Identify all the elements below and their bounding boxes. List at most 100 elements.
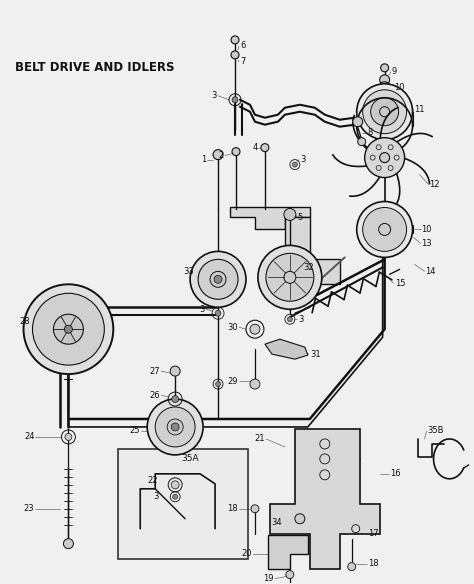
Circle shape <box>287 317 292 322</box>
Text: 34: 34 <box>271 518 282 527</box>
Circle shape <box>371 98 399 126</box>
Circle shape <box>210 272 226 287</box>
Circle shape <box>380 152 390 162</box>
Text: 33: 33 <box>183 267 194 276</box>
Circle shape <box>357 201 412 258</box>
Circle shape <box>261 144 269 152</box>
Circle shape <box>147 399 203 455</box>
Text: 28: 28 <box>20 317 30 326</box>
Text: BELT DRIVE AND IDLERS: BELT DRIVE AND IDLERS <box>15 61 174 74</box>
Text: 1: 1 <box>201 155 206 164</box>
Circle shape <box>251 505 259 513</box>
Polygon shape <box>270 429 380 569</box>
Text: 3: 3 <box>212 91 217 100</box>
Text: 24: 24 <box>24 432 35 442</box>
Text: 10: 10 <box>393 84 404 92</box>
Circle shape <box>380 107 390 117</box>
Circle shape <box>232 148 240 155</box>
Text: 3: 3 <box>298 315 303 324</box>
Circle shape <box>216 381 220 387</box>
Circle shape <box>173 494 178 499</box>
Circle shape <box>231 51 239 59</box>
Circle shape <box>172 395 179 402</box>
Circle shape <box>250 379 260 389</box>
Circle shape <box>250 324 260 334</box>
Text: 11: 11 <box>415 105 425 114</box>
Text: 21: 21 <box>255 434 265 443</box>
Circle shape <box>292 162 297 167</box>
Circle shape <box>65 433 72 440</box>
Circle shape <box>348 562 356 571</box>
Circle shape <box>64 538 73 548</box>
Circle shape <box>231 36 239 44</box>
Circle shape <box>213 150 223 159</box>
Text: 16: 16 <box>390 470 400 478</box>
Circle shape <box>190 251 246 307</box>
Circle shape <box>284 208 296 221</box>
Text: 6: 6 <box>240 41 246 50</box>
Circle shape <box>167 419 183 435</box>
Text: 10: 10 <box>421 225 432 234</box>
Text: 3: 3 <box>300 155 305 164</box>
Circle shape <box>363 207 407 251</box>
Text: 3: 3 <box>153 492 158 501</box>
Text: 5: 5 <box>298 213 303 222</box>
Text: 15: 15 <box>395 279 405 288</box>
Circle shape <box>171 423 179 431</box>
Text: 35B: 35B <box>428 426 444 436</box>
Circle shape <box>170 366 180 376</box>
Text: 31: 31 <box>310 350 320 359</box>
Circle shape <box>381 64 389 72</box>
Text: 18: 18 <box>368 559 378 568</box>
Text: 4: 4 <box>253 143 258 152</box>
Text: 17: 17 <box>368 529 378 538</box>
Circle shape <box>258 245 322 310</box>
Circle shape <box>353 117 363 127</box>
Text: 30: 30 <box>228 323 238 332</box>
Text: 3: 3 <box>200 305 205 314</box>
Circle shape <box>284 272 296 283</box>
Text: 18: 18 <box>228 504 238 513</box>
Text: 22: 22 <box>148 477 158 485</box>
Circle shape <box>54 314 83 344</box>
Polygon shape <box>265 339 308 359</box>
Circle shape <box>357 84 412 140</box>
Circle shape <box>214 275 222 283</box>
Circle shape <box>286 571 294 579</box>
Text: 27: 27 <box>150 367 160 376</box>
Circle shape <box>198 259 238 299</box>
Text: 23: 23 <box>24 504 35 513</box>
Text: 14: 14 <box>426 267 436 276</box>
Text: 8: 8 <box>368 128 373 137</box>
Circle shape <box>64 325 73 333</box>
Text: 35A: 35A <box>181 454 199 463</box>
Text: 25: 25 <box>130 426 140 436</box>
Polygon shape <box>285 217 340 284</box>
Text: 26: 26 <box>150 391 160 399</box>
Text: 7: 7 <box>240 57 246 67</box>
Circle shape <box>266 253 314 301</box>
Text: 20: 20 <box>241 549 252 558</box>
Text: 12: 12 <box>429 180 440 189</box>
Text: 13: 13 <box>421 239 432 248</box>
Circle shape <box>379 82 391 94</box>
Text: 2: 2 <box>219 151 224 160</box>
Circle shape <box>215 310 221 316</box>
Text: 32: 32 <box>303 263 313 272</box>
Circle shape <box>155 407 195 447</box>
Text: 9: 9 <box>392 67 397 77</box>
Text: 19: 19 <box>264 574 274 583</box>
Polygon shape <box>230 207 310 230</box>
Circle shape <box>24 284 113 374</box>
Circle shape <box>171 481 179 489</box>
Circle shape <box>295 514 305 524</box>
Text: 29: 29 <box>228 377 238 385</box>
Circle shape <box>380 75 390 85</box>
Circle shape <box>365 138 405 178</box>
Circle shape <box>363 90 407 134</box>
Circle shape <box>33 293 104 365</box>
Circle shape <box>379 224 391 235</box>
Circle shape <box>358 138 365 145</box>
Polygon shape <box>268 535 308 569</box>
Circle shape <box>232 97 238 103</box>
